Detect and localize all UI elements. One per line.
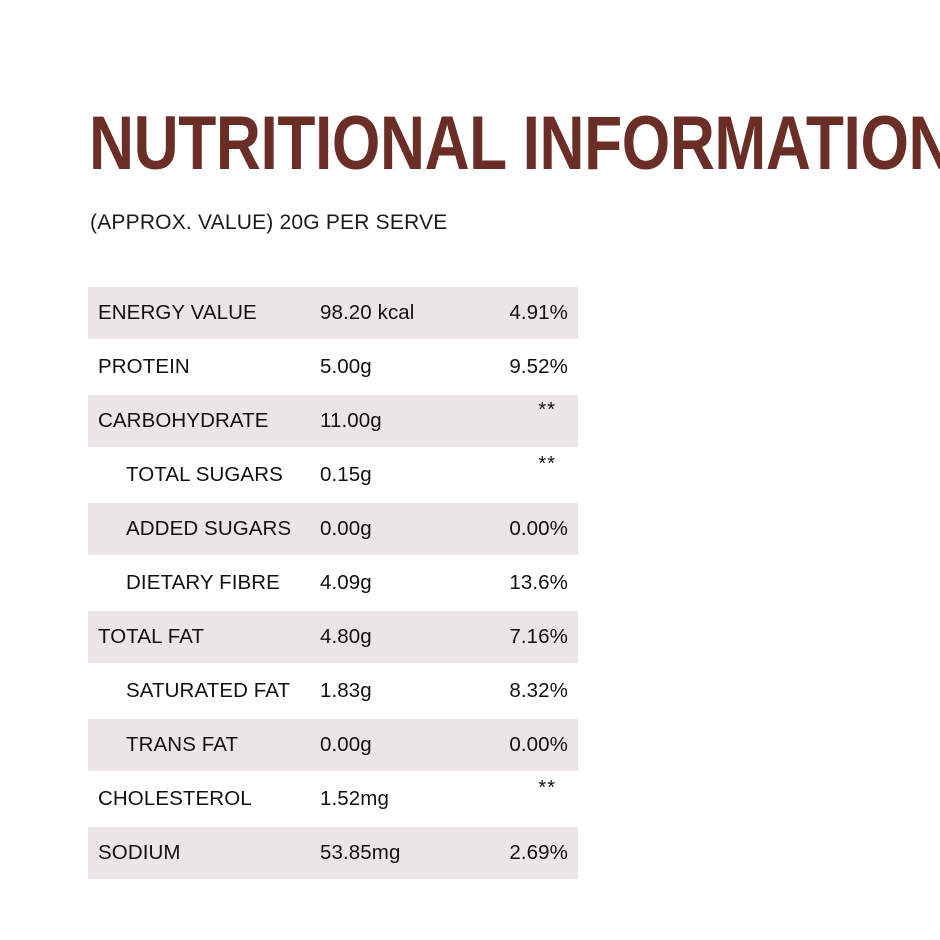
nutrient-label: ADDED SUGARS (126, 517, 292, 540)
table-row: ENERGY VALUE 98.20 kcal 4.91% (88, 287, 578, 339)
daily-value-percent: 13.6% (509, 571, 568, 594)
daily-value-percent: 9.52% (509, 355, 568, 378)
no-daily-value-marker: ** (538, 399, 556, 421)
nutrient-amount: 4.09g (320, 571, 372, 594)
daily-value-percent: 4.91% (509, 301, 568, 324)
table-row: ADDED SUGARS 0.00g 0.00% (88, 503, 578, 555)
nutrient-amount: 11.00g (320, 409, 382, 432)
serving-size-subtitle: (APPROX. VALUE) 20G PER SERVE (90, 211, 448, 234)
daily-value-percent: 0.00% (509, 517, 568, 540)
nutrient-amount: 98.20 kcal (320, 301, 415, 324)
table-row: PROTEIN 5.00g 9.52% (88, 341, 578, 393)
daily-value-percent: 8.32% (509, 679, 568, 702)
nutrient-amount: 5.00g (320, 355, 372, 378)
nutrient-label: TOTAL SUGARS (126, 463, 283, 486)
nutrient-label: ENERGY VALUE (98, 301, 257, 324)
nutrient-label: CARBOHYDRATE (98, 409, 269, 432)
daily-value-percent: 0.00% (509, 733, 568, 756)
nutrient-label: TOTAL FAT (98, 625, 205, 648)
nutrient-label: PROTEIN (98, 355, 190, 378)
table-row: DIETARY FIBRE 4.09g 13.6% (88, 557, 578, 609)
nutrient-amount: 1.52mg (320, 787, 389, 810)
nutrient-label: SATURATED FAT (126, 679, 291, 702)
nutrient-label: SODIUM (98, 841, 181, 864)
no-daily-value-marker: ** (538, 453, 556, 475)
nutrient-label: CHOLESTEROL (98, 787, 252, 810)
daily-value-percent: 2.69% (509, 841, 568, 864)
nutrient-label: TRANS FAT (126, 733, 239, 756)
nutrient-amount: 1.83g (320, 679, 372, 702)
table-row: SODIUM 53.85mg 2.69% (88, 827, 578, 879)
table-row: SATURATED FAT 1.83g 8.32% (88, 665, 578, 717)
nutrition-facts-table: ENERGY VALUE 98.20 kcal 4.91% PROTEIN 5.00g 9… (88, 287, 578, 881)
nutrient-amount: 0.00g (320, 517, 372, 540)
daily-value-percent: 7.16% (509, 625, 568, 648)
nutrient-amount: 0.00g (320, 733, 372, 756)
no-daily-value-marker: ** (538, 777, 556, 799)
page-title: NUTRITIONAL INFORMATION (89, 101, 940, 186)
table-row: TOTAL SUGARS 0.15g ** (88, 449, 578, 501)
nutrient-amount: 4.80g (320, 625, 372, 648)
table-row: CARBOHYDRATE 11.00g ** (88, 395, 578, 447)
table-row: CHOLESTEROL 1.52mg ** (88, 773, 578, 825)
nutrient-label: DIETARY FIBRE (126, 571, 280, 594)
nutrient-amount: 0.15g (320, 463, 372, 486)
table-row: TOTAL FAT 4.80g 7.16% (88, 611, 578, 663)
nutrient-amount: 53.85mg (320, 841, 401, 864)
table-row: TRANS FAT 0.00g 0.00% (88, 719, 578, 771)
